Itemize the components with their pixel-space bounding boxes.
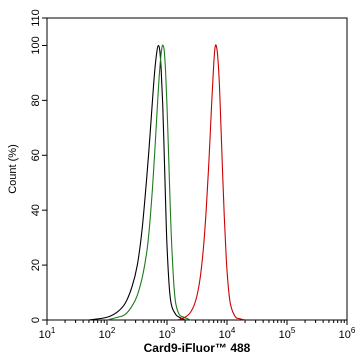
x-axis-ticks: 101 102 103 104 105 106 [39,320,355,341]
y-tick-label: 100 [30,36,42,54]
series-line-3 [177,44,246,321]
y-tick-label: 110 [30,9,42,27]
x-tick-base: 10 [339,329,351,341]
y-axis-ticks: 0 20 40 60 80 100 110 [30,9,47,323]
x-tick-exponent: 2 [111,326,116,335]
y-tick-label: 40 [30,204,42,216]
x-tick-base: 10 [99,329,111,341]
x-tick-base: 10 [219,329,231,341]
x-tick-exponent: 6 [351,326,355,335]
x-tick-label: 103 [159,326,176,341]
x-tick-label: 102 [99,326,116,341]
x-tick-label: 106 [339,326,355,341]
y-tick-label: 60 [30,149,42,161]
y-tick-label: 0 [30,317,42,323]
x-tick-base: 10 [159,329,171,341]
y-tick-label: 20 [30,259,42,271]
x-tick-label: 105 [279,326,296,341]
x-tick-exponent: 5 [291,326,296,335]
plot-area-frame [46,17,348,321]
y-tick-label: 80 [30,94,42,106]
x-axis-title: Card9-iFluor™ 488 [144,341,251,355]
x-tick-label: 101 [39,326,56,341]
series-line-2 [106,44,192,321]
x-tick-base: 10 [39,329,51,341]
x-tick-exponent: 3 [171,326,176,335]
series-line-1 [88,44,186,321]
y-axis-title: Count (%) [7,144,19,194]
x-tick-exponent: 1 [51,326,56,335]
x-tick-base: 10 [279,329,291,341]
x-tick-label: 104 [219,326,236,341]
histogram-series [88,44,246,321]
x-tick-exponent: 4 [231,326,236,335]
